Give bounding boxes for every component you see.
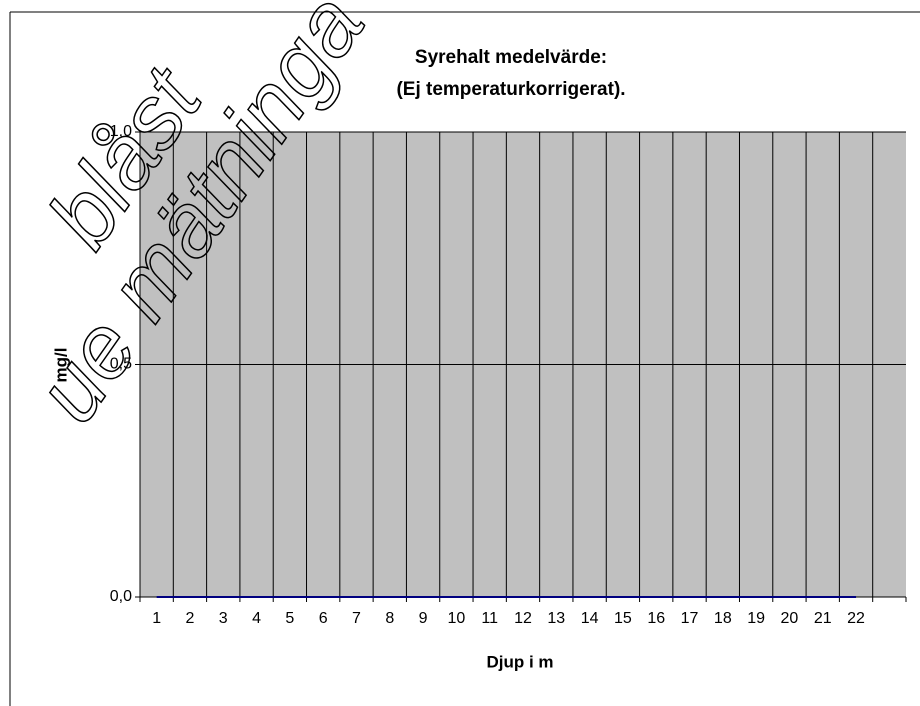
x-tick-label: 15 bbox=[614, 610, 632, 627]
y-tick-label: 0,0 bbox=[110, 588, 132, 605]
x-tick-label: 22 bbox=[847, 610, 865, 627]
x-tick-label: 10 bbox=[447, 610, 465, 627]
x-tick-label: 2 bbox=[186, 610, 195, 627]
y-tick-label: 0,5 bbox=[110, 356, 132, 373]
x-tick-label: 17 bbox=[681, 610, 699, 627]
x-tick-label: 8 bbox=[385, 610, 394, 627]
x-tick-label: 9 bbox=[419, 610, 428, 627]
x-tick-label: 21 bbox=[814, 610, 832, 627]
x-axis-title: Djup i m bbox=[486, 652, 553, 671]
x-tick-label: 11 bbox=[481, 610, 498, 627]
x-tick-label: 6 bbox=[319, 610, 328, 627]
chart-subtitle: (Ej temperaturkorrigerat). bbox=[396, 79, 625, 100]
x-tick-label: 14 bbox=[581, 610, 599, 627]
x-tick-label: 16 bbox=[647, 610, 665, 627]
x-tick-label: 20 bbox=[781, 610, 799, 627]
x-tick-label: 1 bbox=[152, 610, 161, 627]
x-tick-label: 13 bbox=[547, 610, 565, 627]
x-tick-label: 7 bbox=[352, 610, 361, 627]
x-tick-label: 12 bbox=[514, 610, 532, 627]
chart-title: Syrehalt medelvärde: bbox=[415, 47, 607, 68]
x-tick-label: 19 bbox=[747, 610, 765, 627]
y-tick-label: 1,0 bbox=[110, 123, 132, 140]
x-tick-label: 3 bbox=[219, 610, 228, 627]
x-tick-label: 18 bbox=[714, 610, 732, 627]
x-tick-label: 4 bbox=[252, 610, 261, 627]
y-axis-title: mg/l bbox=[51, 348, 70, 383]
x-tick-label: 5 bbox=[285, 610, 294, 627]
